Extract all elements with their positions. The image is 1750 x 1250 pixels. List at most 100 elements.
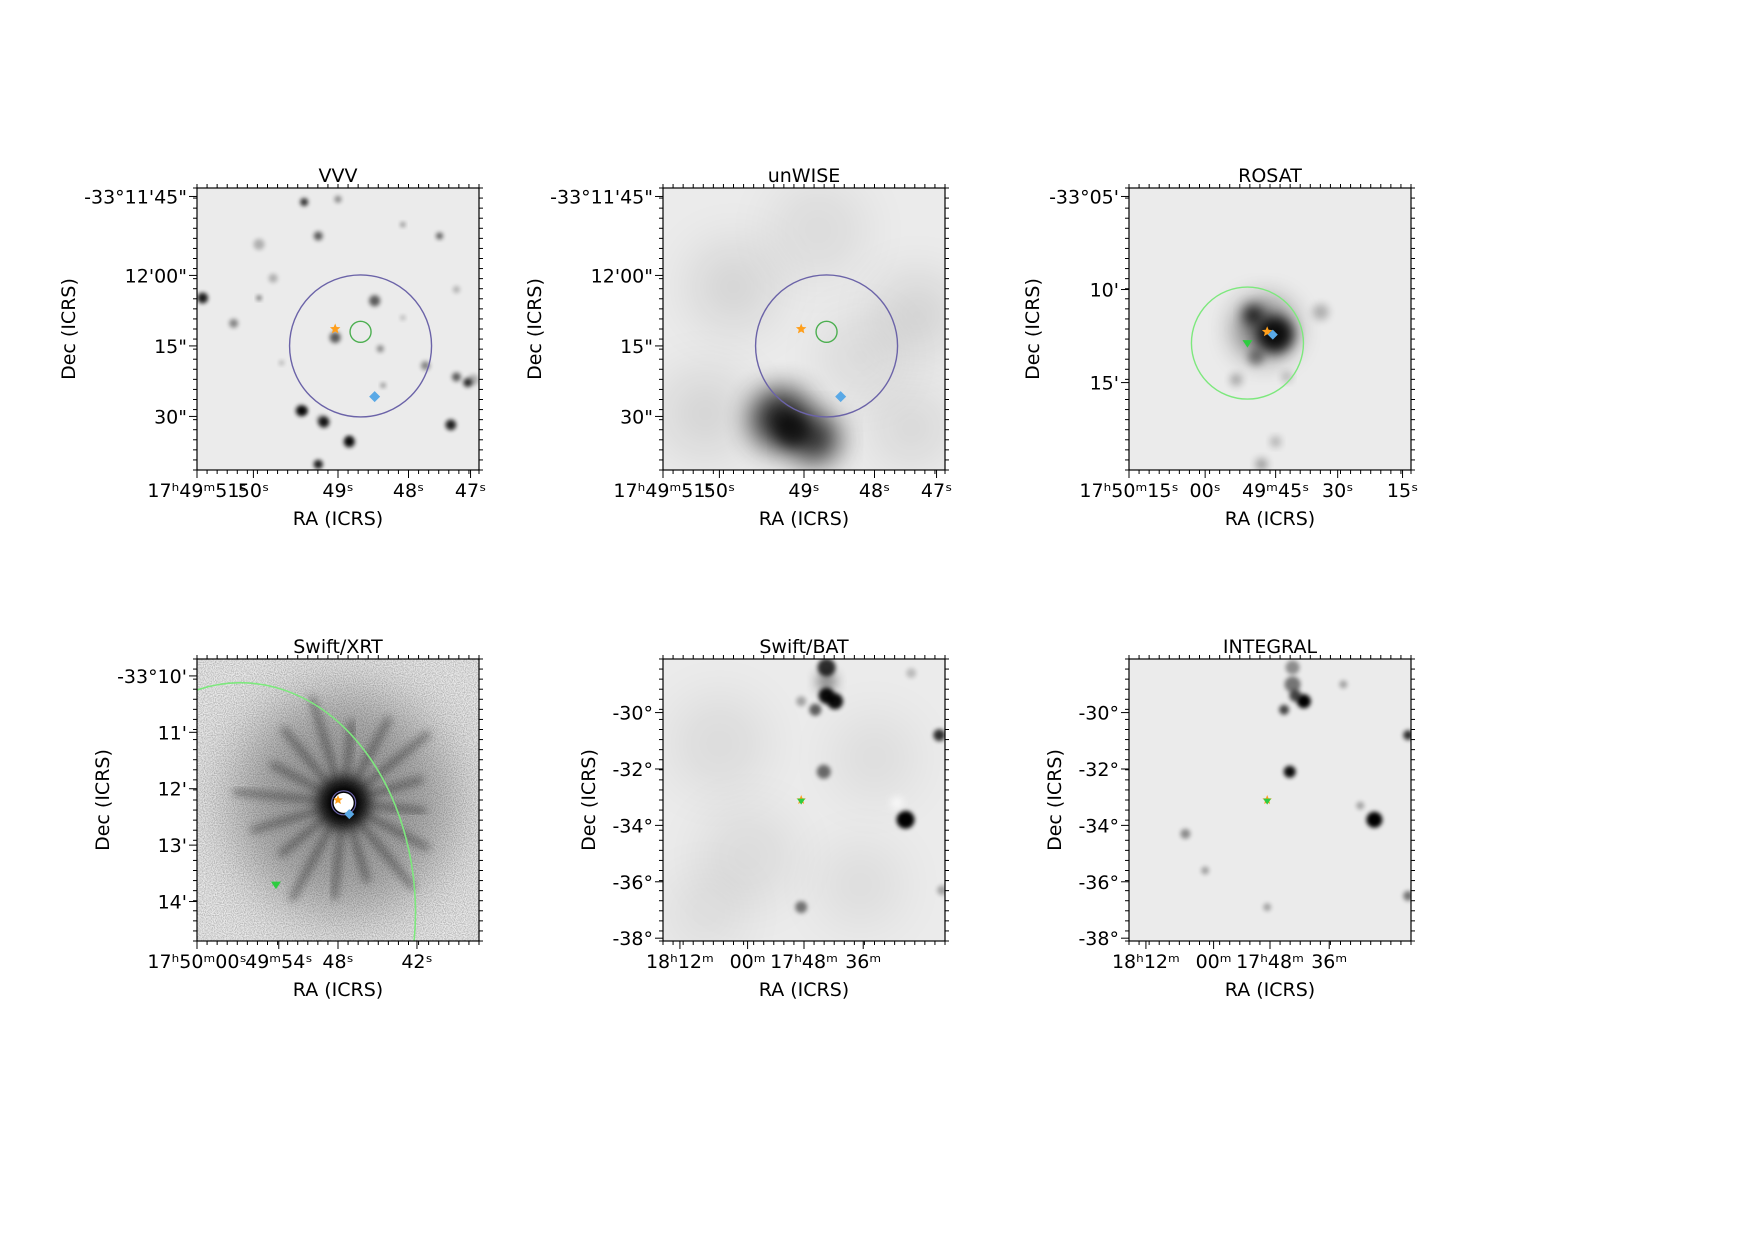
panel-title: ROSAT: [1238, 165, 1302, 187]
x-tick-label: 48ˢ: [322, 951, 353, 973]
source-blob: [279, 360, 285, 366]
region-circle: [754, 274, 899, 418]
source-blob: [1356, 801, 1365, 810]
x-tick-label: 49ˢ: [322, 480, 353, 502]
region-circle: [1190, 286, 1305, 400]
source-blob: [817, 659, 836, 677]
source-blob: [1243, 304, 1264, 325]
x-tick-label: 47ˢ: [921, 480, 952, 502]
y-axis-label: Dec (ICRS): [1022, 278, 1044, 380]
source-blob: [816, 764, 831, 779]
y-tick-label: 14': [158, 892, 187, 914]
source-blob: [1263, 903, 1272, 912]
source-blob: [933, 729, 945, 742]
triangle-marker: [270, 881, 281, 890]
x-tick-label: 49ᵐ54ˢ: [245, 951, 312, 973]
source-blob: [452, 286, 460, 294]
source-blob: [318, 416, 330, 428]
y-tick-label: 12'00": [591, 265, 653, 287]
y-tick-label: -38°: [612, 928, 653, 950]
source-blob: [834, 717, 915, 798]
region-circle: [331, 790, 357, 816]
source-blob: [1403, 890, 1411, 901]
diamond-marker: [835, 391, 847, 403]
source-blob: [1296, 694, 1311, 709]
y-tick-label: -30°: [612, 703, 653, 725]
source-blob: [827, 693, 844, 710]
source-blob: [1180, 828, 1191, 839]
y-tick-label: -33°11'45": [84, 186, 187, 208]
source-blob: [463, 378, 473, 388]
source-blob: [1270, 436, 1281, 447]
source-blob: [1279, 704, 1290, 715]
source-blob: [343, 436, 355, 448]
source-blob: [693, 246, 774, 327]
x-tick-label: 48ˢ: [393, 480, 424, 502]
source-blob: [334, 195, 342, 203]
source-blob: [665, 373, 746, 454]
image-layer: [197, 659, 479, 941]
y-axis-label: Dec (ICRS): [524, 278, 546, 380]
region-circle: [288, 274, 433, 418]
source-blob: [295, 405, 307, 417]
source-blob: [1403, 730, 1411, 741]
x-axis-label: RA (ICRS): [293, 979, 383, 1001]
x-tick-label: 17ʰ48ᵐ: [770, 951, 838, 973]
panel-title: VVV: [319, 165, 358, 187]
source-blob: [825, 322, 896, 393]
source-blob: [796, 696, 807, 707]
y-tick-label: -36°: [1078, 872, 1119, 894]
x-tick-label: 49ᵐ45ˢ: [1242, 480, 1309, 502]
x-tick-label: 17ʰ49ᵐ51ˢ: [147, 480, 246, 502]
source-blob: [881, 279, 945, 350]
region-arc: [197, 682, 417, 941]
triangle-marker: [1242, 340, 1253, 348]
source-blob: [300, 198, 309, 207]
panel-title: Swift/BAT: [759, 636, 849, 658]
region-circle: [815, 320, 838, 344]
y-tick-label: 15': [1090, 373, 1119, 395]
y-axis-label: Dec (ICRS): [92, 749, 114, 851]
source-blob: [795, 901, 808, 914]
y-tick-label: -32°: [1078, 759, 1119, 781]
triangle-marker: [1263, 798, 1272, 805]
x-tick-label: 47ˢ: [455, 480, 486, 502]
star-marker: [333, 795, 343, 804]
y-tick-label: 30": [154, 406, 187, 428]
source-blob: [1285, 660, 1300, 675]
source-blob: [881, 397, 942, 458]
panel-title: Swift/XRT: [293, 636, 383, 658]
image-layer: [665, 188, 945, 463]
image-layer: [197, 195, 479, 469]
x-tick-label: 50ˢ: [238, 480, 269, 502]
source-blob: [891, 796, 904, 809]
source-blob: [329, 331, 341, 343]
source-blob: [313, 459, 323, 469]
y-tick-label: -34°: [1078, 815, 1119, 837]
source-blob: [906, 668, 917, 679]
source-blob: [1366, 811, 1383, 828]
y-axis-label: Dec (ICRS): [1044, 749, 1066, 851]
x-axis-label: RA (ICRS): [1225, 979, 1315, 1001]
image-layer: [1180, 660, 1411, 912]
y-tick-label: -34°: [612, 815, 653, 837]
diamond-marker: [1267, 329, 1278, 340]
x-tick-label: 17ʰ50ᵐ00ˢ: [147, 951, 246, 973]
panel-swift-bat: Swift/BAT 18ʰ12ᵐ 00ᵐ 17ʰ48ᵐ 36ᵐ -30° -32° -34° -…: [578, 636, 949, 1001]
x-tick-label: 36ᵐ: [1311, 951, 1347, 973]
y-axis-label: Dec (ICRS): [578, 749, 600, 851]
x-axis-label: RA (ICRS): [759, 979, 849, 1001]
panel-title: INTEGRAL: [1223, 636, 1318, 658]
source-blob: [1283, 765, 1296, 778]
x-tick-label: 49ˢ: [788, 480, 819, 502]
y-tick-label: 12': [158, 779, 187, 801]
source-blob: [436, 232, 444, 240]
source-blob: [253, 238, 265, 250]
region-circle: [349, 320, 372, 344]
y-tick-label: 10': [1090, 280, 1119, 302]
x-tick-label: 18ʰ12ᵐ: [646, 951, 714, 973]
y-axis-label: Dec (ICRS): [58, 278, 80, 380]
source-blob: [198, 293, 208, 303]
